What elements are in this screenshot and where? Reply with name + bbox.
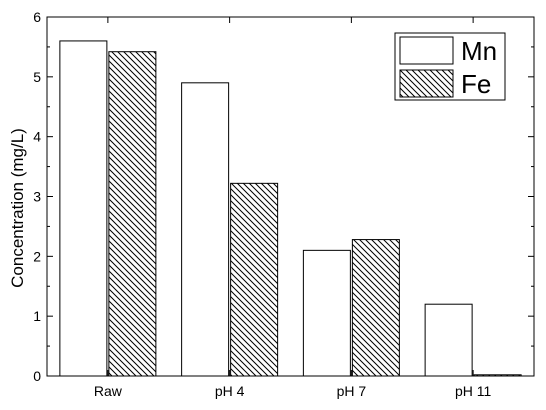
bar-mn-raw: [59, 40, 108, 377]
bar-fe-ph-11: [473, 374, 522, 377]
y-tick-label: 5: [33, 69, 41, 85]
x-tick-label: pH 11: [455, 383, 492, 399]
bar-fe-ph-4: [230, 182, 279, 377]
y-axis-title: Concentration (mg/L): [8, 128, 27, 288]
y-tick-label: 2: [33, 248, 41, 264]
bar-fe-raw: [108, 51, 157, 377]
x-tick-label: Raw: [94, 383, 123, 399]
bar-mn-ph-7: [302, 249, 351, 377]
legend-label-fe: Fe: [461, 69, 491, 99]
y-tick-label: 0: [33, 368, 41, 384]
bar-mn-ph-11: [424, 303, 473, 377]
x-tick-label: pH 4: [215, 383, 245, 399]
y-tick-label: 4: [33, 129, 41, 145]
bar-fe-ph-7: [351, 239, 400, 377]
legend-swatch-mn: [399, 36, 454, 65]
bar-mn-ph-4: [181, 82, 230, 377]
x-tick-label: pH 7: [337, 383, 367, 399]
y-tick-label: 1: [33, 308, 41, 324]
y-tick-label: 3: [33, 189, 41, 205]
y-tick-label: 6: [33, 9, 41, 25]
legend-swatch-fe: [399, 69, 454, 98]
legend-label-mn: Mn: [461, 36, 497, 66]
